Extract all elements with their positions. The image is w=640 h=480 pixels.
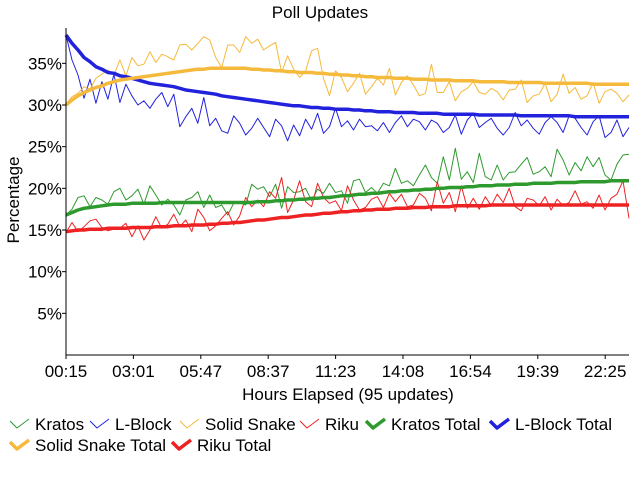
legend-label: Solid Snake [205, 415, 296, 434]
series-line-solid-snake-total [64, 66, 629, 107]
y-axis-title: Percentage [4, 157, 23, 244]
x-axis-title: Hours Elapsed (95 updates) [242, 385, 454, 404]
legend-swatch [364, 417, 387, 430]
legend-swatch [179, 418, 200, 429]
legend-item-solid-snake-total: Solid Snake Total [8, 436, 166, 455]
legend-label: L-Block Total [515, 415, 612, 434]
legend-item-l-block: L-Block [89, 415, 172, 434]
legend-swatch [170, 438, 193, 451]
series-line-solid-snake [65, 36, 630, 105]
x-tick-label: 08:37 [247, 362, 290, 381]
legend-item-riku-total: Riku Total [170, 436, 271, 455]
legend-item-riku: Riku [299, 415, 359, 434]
y-tick-label: 20% [28, 179, 62, 198]
x-tick-label: 19:39 [517, 362, 560, 381]
legend-label: Solid Snake Total [35, 436, 166, 455]
plot-area [64, 33, 630, 241]
legend-item-l-block-total: L-Block Total [488, 415, 612, 434]
y-tick-label: 10% [28, 263, 62, 282]
series-line-l-block-total [64, 33, 629, 119]
legend-item-kratos: Kratos [9, 415, 84, 434]
chart-title: Poll Updates [272, 3, 368, 22]
legend-swatch [8, 438, 31, 451]
series-line-riku-total [65, 203, 629, 234]
legend-swatch [89, 418, 110, 429]
x-axis: 00:15 03:01 05:47 08:37 11:23 14:08 16:54 19:39… [45, 354, 629, 381]
legend-label: Kratos [35, 415, 84, 434]
x-tick-label: 11:23 [315, 362, 356, 381]
y-tick-label: 15% [28, 221, 62, 240]
x-tick-label: 14:08 [382, 362, 425, 381]
legend-label: L-Block [115, 415, 172, 434]
x-tick-label: 00:15 [45, 362, 88, 381]
legend: Kratos L-Block Solid Snake Riku Kratos Total… [8, 415, 612, 455]
x-tick-label: 03:01 [112, 362, 155, 381]
legend-swatch [9, 418, 30, 429]
x-tick-label: 05:47 [180, 362, 223, 381]
legend-swatch [488, 417, 511, 430]
y-tick-label: 25% [28, 138, 62, 157]
y-tick-label: 5% [37, 304, 62, 323]
x-tick-label: 22:25 [584, 362, 627, 381]
legend-label: Riku [325, 415, 359, 434]
y-tick-label: 30% [28, 96, 62, 115]
legend-swatch [299, 418, 320, 429]
legend-label: Riku Total [197, 436, 271, 455]
series-line-riku [65, 177, 630, 241]
x-tick-label: 16:54 [449, 362, 492, 381]
y-axis: 5% 10% 15% 20% 25% 30% 35% [28, 28, 67, 355]
legend-item-kratos-total: Kratos Total [364, 415, 480, 434]
legend-item-solid-snake: Solid Snake [179, 415, 296, 434]
series-line-kratos-total [65, 179, 629, 217]
series-line-l-block [65, 34, 630, 142]
y-tick-label: 35% [28, 54, 62, 73]
legend-label: Kratos Total [391, 415, 480, 434]
